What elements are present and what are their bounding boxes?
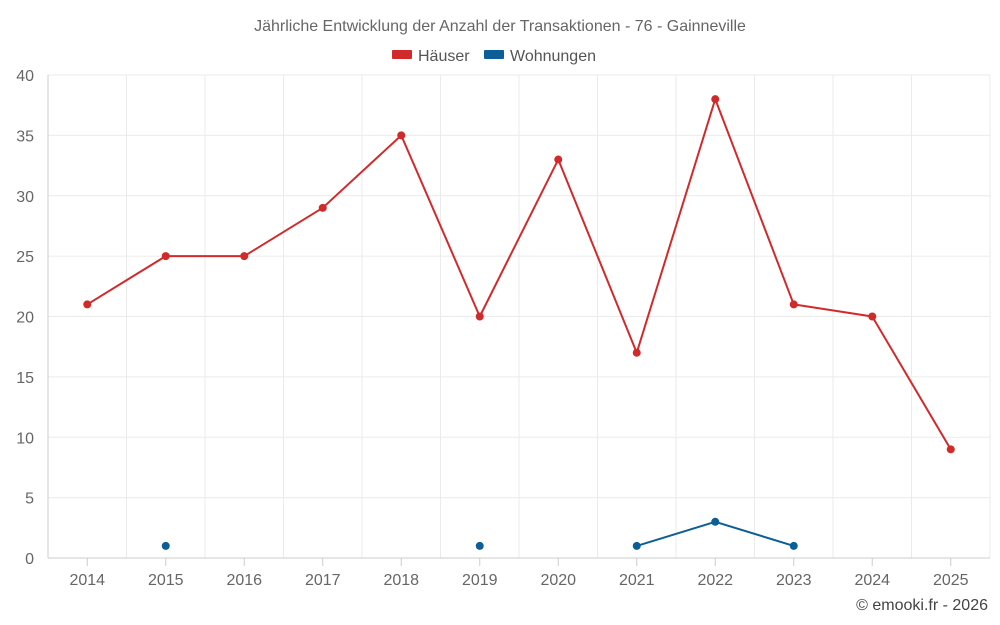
data-point[interactable]	[475, 312, 484, 321]
x-axis-ticks: 2014 2015 2016 2017 2018 2019 2020 2021 2022 2023…	[69, 558, 969, 589]
x-tick-label: 2015	[148, 572, 184, 589]
y-tick-label: 35	[16, 128, 34, 145]
x-tick-label: 2014	[69, 572, 105, 589]
data-point[interactable]	[711, 95, 720, 104]
x-tick-label: 2020	[540, 572, 576, 589]
series-0	[83, 95, 955, 454]
data-point[interactable]	[789, 541, 798, 550]
x-tick-label: 2017	[305, 572, 341, 589]
series-group	[83, 95, 955, 550]
x-tick-label: 2018	[383, 572, 419, 589]
x-tick-label: 2019	[462, 572, 498, 589]
x-tick-label: 2023	[776, 572, 812, 589]
y-tick-label: 20	[16, 310, 34, 327]
data-point[interactable]	[161, 252, 170, 261]
y-tick-label: 5	[25, 491, 34, 508]
y-tick-label: 40	[16, 68, 34, 85]
y-tick-label: 30	[16, 189, 34, 206]
y-tick-label: 10	[16, 430, 34, 447]
data-point[interactable]	[397, 131, 406, 140]
y-tick-label: 25	[16, 249, 34, 266]
legend-label-haeuser: Häuser	[418, 48, 470, 65]
series-1	[161, 517, 798, 550]
data-point[interactable]	[789, 300, 798, 309]
data-point[interactable]	[240, 252, 249, 261]
series-line	[86, 98, 952, 451]
data-point[interactable]	[554, 155, 563, 164]
y-axis-ticks: 0 5 10 15 20 25 30 35 40	[16, 68, 34, 568]
grid-lines	[47, 74, 991, 559]
x-tick-label: 2022	[697, 572, 733, 589]
data-point[interactable]	[868, 312, 877, 321]
chart-title: Jährliche Entwicklung der Anzahl der Tra…	[254, 18, 746, 35]
y-tick-label: 15	[16, 370, 34, 387]
data-point[interactable]	[632, 348, 641, 357]
legend-label-wohnungen: Wohnungen	[510, 48, 596, 65]
data-point[interactable]	[711, 517, 720, 526]
legend-swatch-wohnungen	[484, 50, 504, 59]
data-point[interactable]	[946, 445, 955, 454]
chart-legend: Häuser Wohnungen	[392, 48, 596, 65]
x-tick-label: 2024	[854, 572, 890, 589]
data-point[interactable]	[475, 541, 484, 550]
x-tick-label: 2025	[933, 572, 969, 589]
legend-swatch-haeuser	[392, 50, 412, 59]
x-tick-label: 2021	[619, 572, 655, 589]
y-tick-label: 0	[25, 551, 34, 568]
x-tick-label: 2016	[226, 572, 262, 589]
data-point[interactable]	[161, 541, 170, 550]
data-point[interactable]	[318, 203, 327, 212]
data-point[interactable]	[83, 300, 92, 309]
data-point[interactable]	[632, 541, 641, 550]
credit-text: © emooki.fr - 2026	[856, 597, 988, 614]
